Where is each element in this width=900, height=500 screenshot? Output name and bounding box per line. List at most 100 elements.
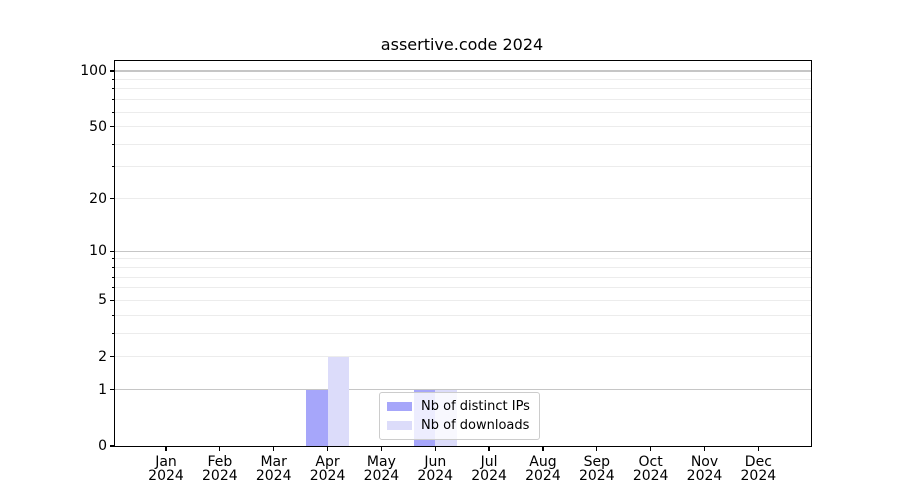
x-tick-month: Dec [744,454,772,470]
y-tick [110,125,114,128]
y-tick [110,197,114,200]
y-minor-tick [111,88,114,90]
minor-gridline [115,332,811,334]
minor-gridline [115,356,811,358]
x-tick [273,447,275,451]
minor-gridline [115,166,811,168]
bar-distinct-ips-apr [306,389,328,446]
x-tick [542,447,544,451]
legend-item-distinct-ips: Nb of distinct IPs [387,398,530,415]
minor-gridline [115,99,811,101]
y-tick-label: 100 [80,63,107,80]
legend-swatch-distinct-ips [387,402,412,411]
y-tick-label: 0 [98,438,107,454]
x-tick-label: Jun 2024 [403,455,467,483]
minor-gridline [115,111,811,113]
x-tick-month: Apr [315,454,340,470]
major-gridline [115,250,811,252]
x-tick-month: Nov [690,454,719,470]
y-minor-tick [111,332,114,334]
y-tick-label: 2 [98,348,107,365]
x-tick-year: 2024 [202,468,238,484]
y-tick [110,250,114,252]
x-tick [165,447,167,451]
x-tick [757,447,759,451]
x-tick-label: Dec 2024 [726,455,790,483]
x-tick-label: Oct 2024 [619,455,683,483]
minor-gridline [115,266,811,268]
x-tick-year: 2024 [148,468,184,484]
x-tick-label: Jan 2024 [134,455,198,483]
x-tick-label: Jul 2024 [457,455,521,483]
legend-label-downloads: Nb of downloads [421,418,530,433]
x-tick [596,447,598,451]
x-tick [434,447,436,451]
y-minor-tick [111,99,114,101]
legend-label-distinct-ips: Nb of distinct IPs [421,399,530,414]
x-tick-label: Apr 2024 [296,455,360,483]
legend: Nb of distinct IPs Nb of downloads [379,392,540,440]
y-tick-label: 10 [89,243,107,260]
y-minor-tick [111,314,114,316]
y-tick [110,389,114,391]
y-tick-label: 1 [98,381,107,398]
x-tick [650,447,652,451]
minor-gridline [115,314,811,316]
y-minor-tick [111,258,114,260]
x-tick-label: Mar 2024 [242,455,306,483]
y-minor-tick [111,166,114,168]
y-minor-tick [111,111,114,113]
x-tick-year: 2024 [471,468,507,484]
x-tick-year: 2024 [525,468,561,484]
x-tick-month: Feb [207,454,233,470]
x-tick-year: 2024 [309,468,346,484]
y-minor-tick [111,79,114,80]
plot-area: 0 1 2 5 10 20 50 100 Jan 2024 Feb 2024 Mar 2024 Apr 202… [80,60,812,483]
x-tick-month: Oct [638,454,663,470]
x-tick [326,447,329,451]
x-tick-year: 2024 [686,468,723,484]
major-gridline [115,389,811,391]
y-tick [110,70,114,72]
x-tick-month: Jan [155,454,177,470]
legend-item-downloads: Nb of downloads [387,417,530,434]
x-tick-label: May 2024 [349,455,413,483]
chart-title: assertive.code 2024 [380,35,544,54]
legend-swatch-downloads [387,421,412,430]
x-tick [703,447,706,451]
minor-gridline [115,88,811,90]
minor-gridline [115,299,811,301]
y-tick-label: 20 [89,190,107,207]
x-tick-year: 2024 [417,468,454,484]
y-tick-label: 5 [98,292,107,309]
x-tick-month: May [366,454,396,470]
x-tick [219,447,221,451]
x-tick-year: 2024 [363,468,400,484]
y-minor-tick [111,276,114,278]
x-tick-label: Feb 2024 [188,455,252,483]
x-tick-label: Nov 2024 [673,455,737,483]
x-tick-month: Aug [529,454,557,470]
y-minor-tick [111,287,114,289]
y-tick [110,299,114,302]
major-gridline [115,70,811,72]
minor-gridline [115,126,811,128]
x-tick [380,447,383,451]
minor-gridline [115,287,811,289]
x-tick-year: 2024 [578,468,615,484]
y-minor-tick [111,143,114,145]
minor-gridline [115,276,811,278]
x-tick-label: Aug 2024 [511,455,575,483]
x-tick [488,447,490,451]
minor-gridline [115,79,811,80]
y-tick-label: 50 [89,118,107,135]
minor-gridline [115,258,811,260]
minor-gridline [115,198,811,200]
y-minor-tick [111,266,114,268]
y-tick [110,356,114,358]
x-tick-year: 2024 [740,468,777,484]
x-tick-month: Mar [260,454,287,470]
x-tick-year: 2024 [632,468,669,484]
minor-gridline [115,143,811,145]
